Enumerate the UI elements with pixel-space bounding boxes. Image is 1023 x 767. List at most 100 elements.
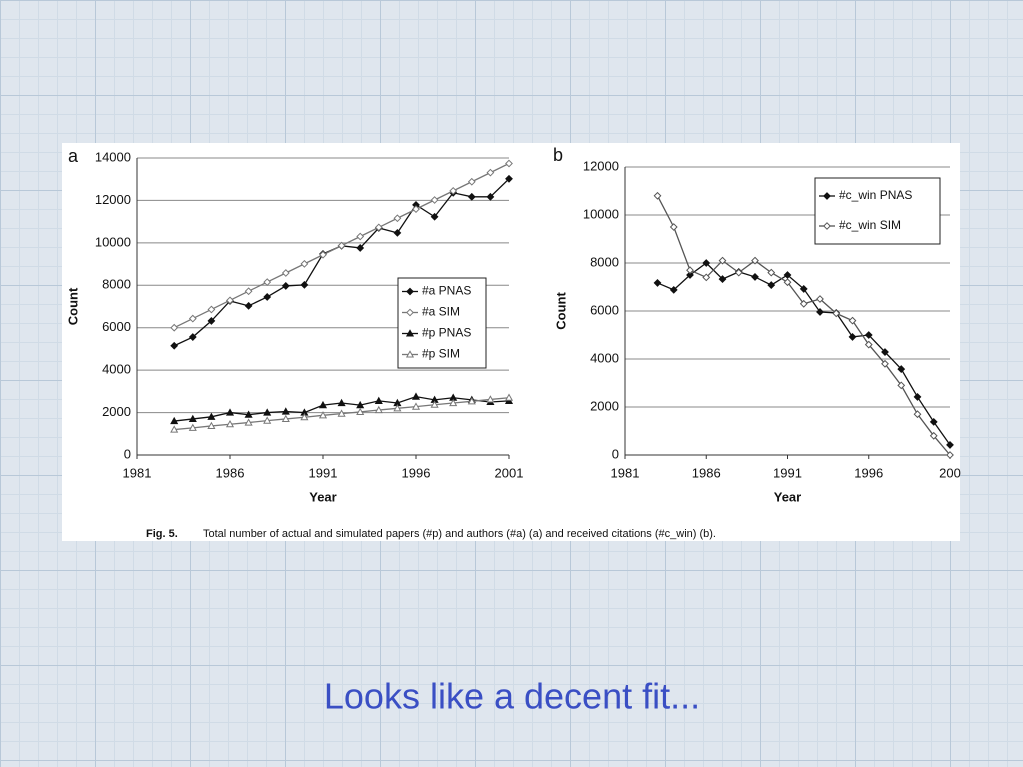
marker: [281, 282, 290, 290]
legend-label: #c_win SIM: [839, 218, 901, 232]
marker: [244, 418, 253, 426]
marker: [263, 293, 272, 301]
marker: [170, 323, 179, 332]
marker: [263, 408, 272, 416]
marker: [170, 341, 179, 350]
marker: [897, 365, 906, 373]
marker: [653, 279, 662, 287]
marker: [263, 416, 272, 424]
caption-label: Fig. 5.: [146, 528, 178, 540]
marker: [881, 359, 889, 368]
y-tick-label: 12000: [583, 158, 619, 173]
marker: [170, 425, 179, 433]
marker: [281, 407, 290, 415]
marker: [170, 416, 179, 425]
marker: [864, 331, 873, 339]
x-axis-label: Year: [309, 489, 336, 504]
marker: [848, 333, 857, 341]
marker: [799, 299, 808, 308]
marker: [946, 451, 954, 459]
x-tick-label: 1981: [123, 465, 152, 480]
y-tick-label: 4000: [590, 350, 619, 365]
marker: [318, 411, 328, 419]
marker: [207, 305, 216, 314]
x-tick-label: 1991: [773, 465, 802, 480]
x-tick-label: 1981: [611, 465, 640, 480]
marker: [751, 273, 759, 281]
marker: [393, 404, 402, 412]
marker: [374, 223, 383, 232]
marker: [946, 441, 954, 449]
y-tick-label: 6000: [590, 302, 619, 317]
marker: [832, 309, 841, 318]
marker: [702, 259, 711, 267]
marker: [300, 413, 309, 421]
marker: [702, 273, 711, 282]
legend-label: #a SIM: [422, 305, 460, 319]
legend-marker: [823, 222, 831, 230]
marker: [207, 421, 216, 429]
marker: [783, 278, 792, 287]
y-axis-label: Count: [553, 292, 568, 330]
marker: [929, 417, 938, 426]
marker: [669, 223, 678, 231]
marker: [897, 381, 906, 390]
y-tick-label: 0: [612, 446, 619, 461]
panel-label: a: [68, 146, 79, 166]
marker: [881, 348, 889, 356]
marker: [207, 412, 216, 420]
marker: [718, 275, 727, 283]
figure-panel: [62, 143, 960, 541]
caption-text: Total number of actual and simulated pap…: [203, 528, 716, 540]
marker: [913, 393, 922, 401]
y-tick-label: 10000: [583, 206, 619, 221]
marker: [718, 256, 727, 265]
marker: [686, 271, 694, 279]
x-tick-label: 1996: [402, 465, 431, 480]
marker: [337, 241, 346, 250]
y-tick-label: 2000: [102, 404, 131, 419]
marker: [913, 410, 922, 419]
marker: [411, 392, 421, 400]
marker: [467, 397, 476, 405]
marker: [356, 407, 365, 415]
marker: [244, 301, 253, 310]
marker: [374, 405, 383, 414]
marker: [393, 214, 402, 223]
marker: [449, 186, 458, 195]
marker: [430, 212, 439, 221]
marker: [188, 423, 197, 431]
marker: [188, 333, 197, 341]
legend-label: #c_win PNAS: [839, 188, 912, 202]
marker: [816, 308, 824, 316]
marker: [751, 256, 759, 265]
marker: [486, 192, 495, 201]
marker: [467, 177, 476, 186]
marker: [244, 410, 253, 418]
marker: [411, 402, 421, 410]
y-tick-label: 14000: [95, 149, 131, 164]
y-tick-label: 6000: [102, 319, 131, 334]
marker: [848, 316, 857, 325]
marker: [686, 266, 694, 275]
legend-marker: [406, 287, 414, 296]
x-axis-label: Year: [774, 489, 801, 504]
marker: [244, 287, 253, 296]
legend-marker: [405, 329, 415, 337]
x-tick-label: 1986: [692, 465, 721, 480]
x-tick-label: 1986: [216, 465, 245, 480]
marker: [281, 414, 290, 422]
marker: [430, 196, 439, 204]
y-tick-label: 8000: [590, 254, 619, 269]
marker: [505, 174, 513, 183]
marker: [188, 314, 197, 323]
marker: [356, 232, 365, 241]
marker: [225, 408, 235, 416]
y-tick-label: 10000: [95, 234, 131, 249]
y-axis-label: Count: [65, 287, 80, 325]
marker: [300, 259, 309, 268]
marker: [467, 192, 476, 201]
slide-text: Looks like a decent fit...: [324, 676, 700, 717]
